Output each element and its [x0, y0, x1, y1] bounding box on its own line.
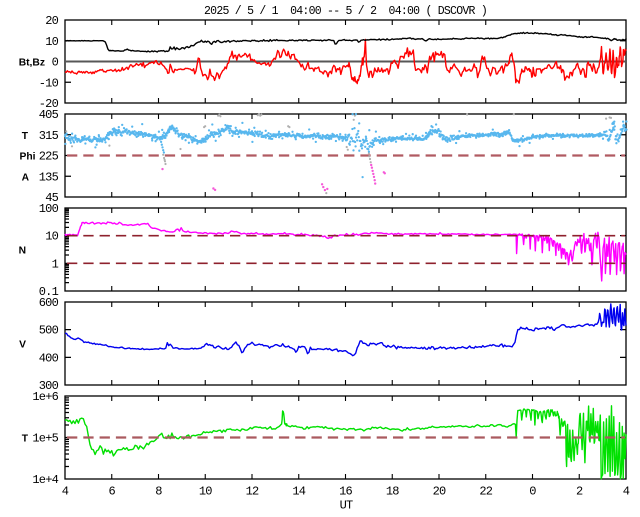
svg-text:14: 14 — [292, 485, 305, 499]
svg-text:16: 16 — [339, 485, 352, 499]
svg-text:Phi: Phi — [19, 152, 35, 163]
svg-text:8: 8 — [155, 485, 162, 499]
svg-text:10: 10 — [45, 35, 58, 49]
svg-text:300: 300 — [39, 379, 59, 393]
svg-text:T: T — [22, 434, 29, 445]
svg-text:400: 400 — [39, 351, 59, 365]
svg-text:0.1: 0.1 — [39, 285, 59, 299]
svg-text:18: 18 — [386, 485, 399, 499]
svg-text:0: 0 — [52, 56, 59, 70]
svg-text:1e+5: 1e+5 — [32, 432, 58, 446]
svg-text:500: 500 — [39, 324, 59, 338]
svg-text:1e+4: 1e+4 — [32, 473, 58, 487]
svg-text:4: 4 — [623, 485, 630, 499]
svg-text:12: 12 — [246, 485, 259, 499]
svg-text:1: 1 — [52, 257, 59, 271]
svg-text:4: 4 — [62, 485, 69, 499]
svg-text:6: 6 — [109, 485, 116, 499]
svg-text:100: 100 — [39, 202, 59, 216]
svg-text:T: T — [22, 131, 29, 142]
svg-text:2025 / 5 / 1 04:00 -- 5 / 2: 2025 / 5 / 1 04:00 -- 5 / 2 04:00 ( DSCO… — [204, 5, 487, 18]
svg-text:10: 10 — [199, 485, 212, 499]
svg-text:10: 10 — [45, 230, 58, 244]
svg-text:20: 20 — [45, 14, 58, 28]
svg-text:2: 2 — [576, 485, 583, 499]
svg-text:A: A — [22, 172, 30, 183]
svg-text:315: 315 — [39, 129, 59, 143]
svg-text:135: 135 — [39, 170, 59, 184]
svg-text:V: V — [19, 340, 26, 351]
svg-text:Bt,Bz: Bt,Bz — [19, 58, 45, 69]
svg-text:-20: -20 — [39, 97, 59, 111]
svg-text:0: 0 — [529, 485, 536, 499]
svg-text:45: 45 — [45, 191, 58, 205]
svg-text:-10: -10 — [39, 76, 59, 90]
svg-text:600: 600 — [39, 296, 59, 310]
svg-text:UT: UT — [340, 499, 353, 513]
svg-text:N: N — [19, 246, 26, 257]
svg-text:20: 20 — [433, 485, 446, 499]
svg-text:1e+6: 1e+6 — [32, 390, 58, 404]
svg-text:22: 22 — [479, 485, 492, 499]
svg-text:225: 225 — [39, 150, 59, 164]
svg-text:405: 405 — [39, 108, 59, 122]
